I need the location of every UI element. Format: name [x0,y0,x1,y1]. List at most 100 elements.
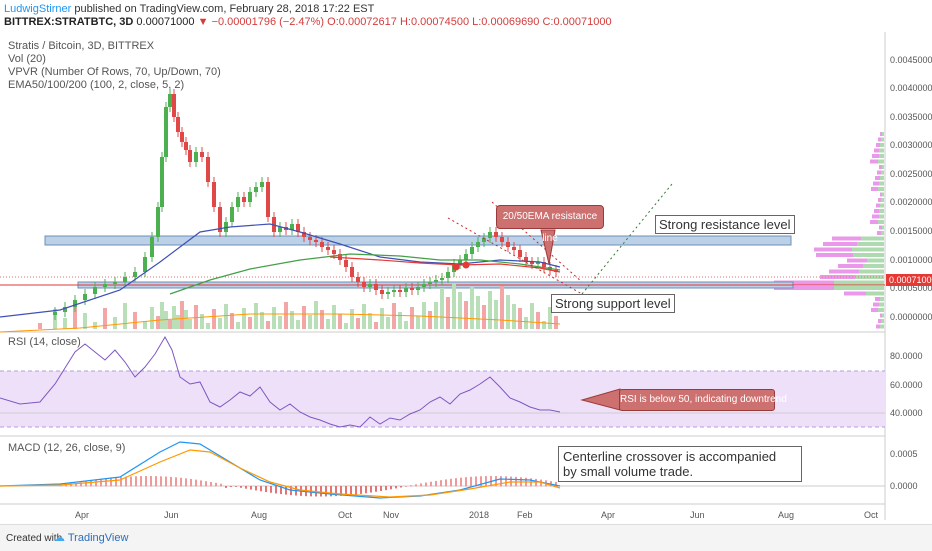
symbol-label[interactable]: BITTREX:STRATBTC, 3D [4,16,134,28]
macd-histogram-bar [260,486,262,492]
macd-histogram-bar [100,479,102,487]
ema-resistance-callout[interactable]: 20/50EMA resistance line [496,205,604,244]
macd-histogram-bar [500,476,502,487]
macd-legend[interactable]: MACD (12, 26, close, 9) [8,442,126,454]
macd-histogram-bar [485,476,487,487]
macd-histogram-bar [90,480,92,487]
tradingview-brand: TradingView [67,532,129,544]
candle-body [302,232,306,237]
vpvr-row-down [874,148,879,153]
publish-info: LudwigStirner published on TradingView.c… [4,3,374,15]
candle-body [344,260,348,267]
rsi-axis: 80.0000 60.0000 40.0000 [890,351,923,418]
macd-histogram-bar [125,476,127,487]
macd-histogram-bar [385,486,387,491]
vpvr-row-up [855,275,884,279]
vpvr-row-down [870,220,878,224]
volume-bar [458,292,462,329]
macd-histogram-bar [205,481,207,487]
candle-body [422,284,426,287]
volume-bar [392,303,396,329]
candle-body [440,278,444,280]
macd-histogram-bar [340,486,342,496]
resistance-zone[interactable] [44,235,792,246]
volume-bar [428,311,432,329]
legend-main[interactable]: Stratis / Bitcoin, 3D, BITTREX [8,40,155,52]
vpvr-row-up [880,297,884,301]
time-axis[interactable]: Apr Jun Aug Oct Nov 2018 Feb Apr Jun Aug… [75,510,879,520]
candle-body [180,132,184,142]
candle-body [374,284,378,290]
vpvr-row-down [871,308,878,312]
macd-histogram-bar [330,486,332,497]
macd-histogram-bar [80,482,82,487]
time-tick: Aug [251,510,267,520]
breakout-projection-line[interactable] [581,183,673,295]
author-link[interactable]: LudwigStirner [4,3,72,15]
candle-body [530,262,534,264]
candle-body [386,292,390,294]
vpvr-row-down [870,159,878,164]
macd-histogram-bar [230,486,232,488]
trend-line-upper[interactable] [447,217,583,295]
resistance-label[interactable]: Strong resistance level [655,215,795,234]
candle-body [83,294,87,300]
vpvr-row-down [880,132,882,136]
time-tick: Jun [164,510,179,520]
volume-bar [440,288,444,329]
macd-histogram-bar [375,486,377,492]
rsi-callout[interactable]: RSI is below 50, indicating downtrend [619,389,787,411]
rsi-line [0,335,561,428]
macd-histogram-bar [165,476,167,487]
vpvr-row-down [878,137,881,142]
volume-bar [150,307,154,329]
legend-vol[interactable]: Vol (20) [8,53,46,65]
candle-body [212,182,216,207]
vpvr-row-up [866,291,884,296]
volume-bar [386,317,390,329]
candle-body [133,272,137,277]
volume-bar [416,316,420,329]
volume-bar [464,301,468,329]
legend-vpvr[interactable]: VPVR (Number Of Rows, 70, Up/Down, 70) [8,66,221,78]
volume-bar [488,291,492,329]
macd-histogram-bar [190,478,192,487]
vpvr-row-up [882,165,884,169]
vpvr-row-up [861,236,884,241]
macd-histogram-bar [440,480,442,487]
vpvr-row-down [878,198,881,202]
legend-ema[interactable]: EMA50/100/200 (100, 2, close, 5, 2) [8,79,185,91]
vpvr-row-down [873,302,879,307]
volume-bar [266,321,270,329]
macd-histogram-bar [240,486,242,488]
vpvr-row-down [816,253,853,257]
volume-bar [184,310,188,329]
macd-tick: 0.0005 [890,449,918,459]
candle-body [308,237,312,240]
volume-bar [260,312,264,329]
time-tick: Feb [517,510,533,520]
volume-bars [38,283,558,329]
macd-histogram-bar [245,486,247,489]
macd-histogram-bar [345,486,347,496]
tradingview-logo[interactable]: ☁ TradingView [54,531,128,544]
support-label[interactable]: Strong support level [551,294,675,313]
candle-body [542,262,546,267]
volume-bar [356,318,360,329]
candle-body [524,257,528,262]
volume-bar [380,308,384,329]
volume-bar [218,318,222,329]
volume-bar [422,302,426,329]
vpvr-row-down [880,192,882,197]
macd-note[interactable]: Centerline crossover is accompanied by s… [558,446,802,482]
volume-bar [452,283,456,329]
vpvr-row-up [863,264,884,268]
vpvr-row-down [814,247,852,252]
volume-bar [180,301,184,329]
rsi-legend[interactable]: RSI (14, close) [8,336,81,348]
volume-bar [93,322,97,329]
vpvr-row-up [880,176,884,180]
